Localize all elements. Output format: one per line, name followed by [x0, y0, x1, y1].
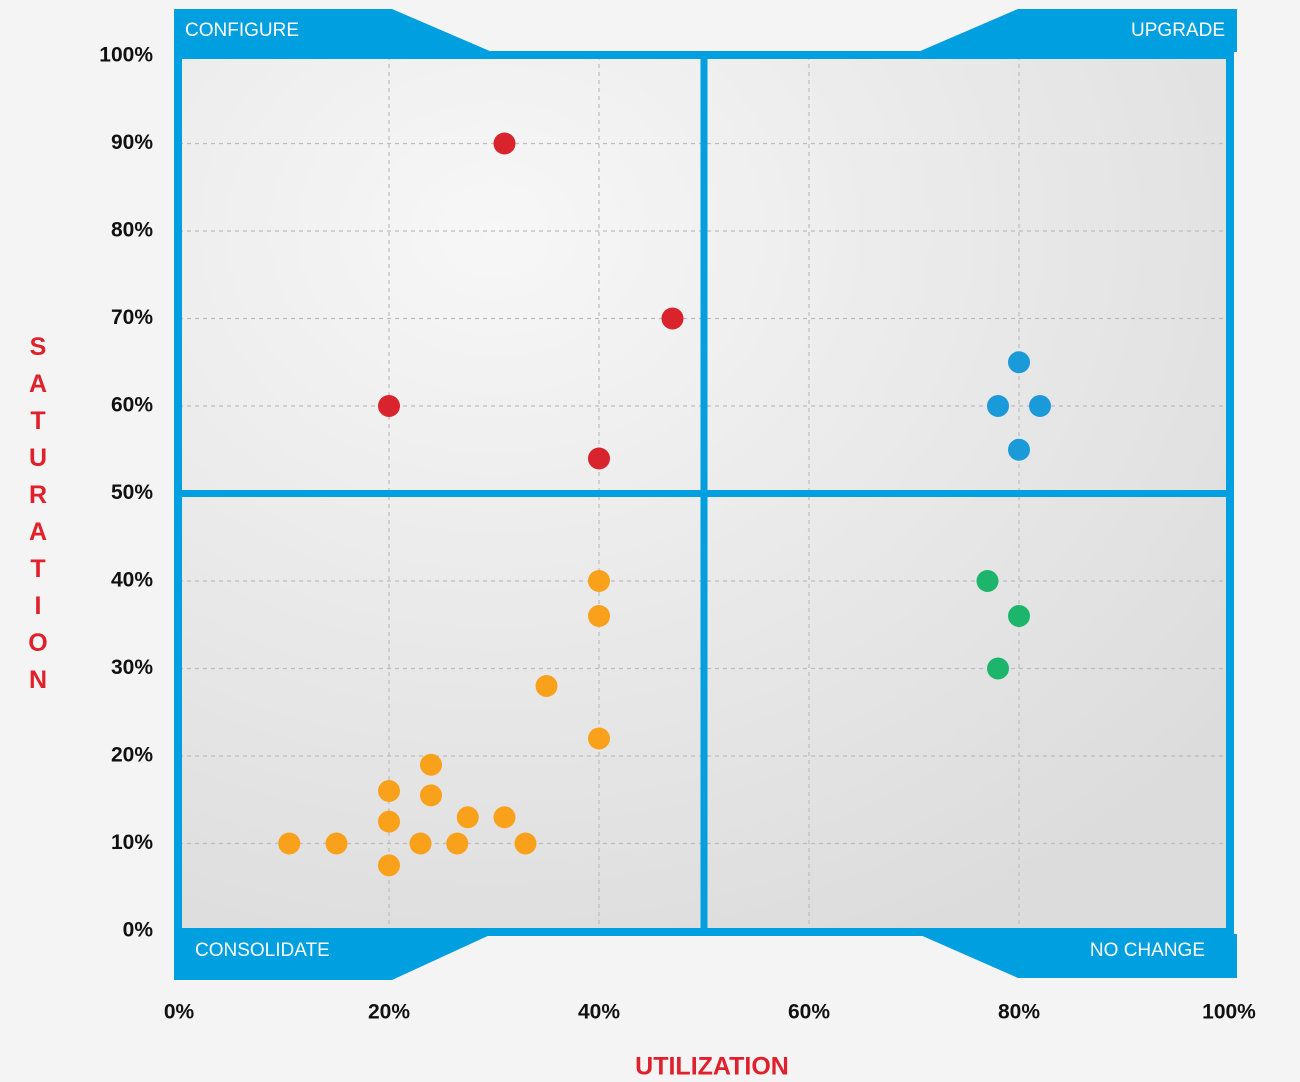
tab — [918, 934, 1237, 978]
point — [378, 854, 400, 877]
x-tick-label: 40% — [578, 1001, 620, 1024]
x-tick-label: 60% — [788, 1001, 830, 1024]
point — [409, 832, 432, 855]
y-tick-label: 70% — [111, 306, 153, 329]
point — [1008, 605, 1030, 627]
point — [987, 395, 1009, 417]
quadrant-label: CONFIGURE — [185, 20, 299, 41]
quadrant-label: NO CHANGE — [1090, 940, 1205, 961]
y-tick-label: 0% — [123, 919, 154, 942]
tab — [918, 9, 1237, 52]
point — [514, 832, 537, 855]
quadrant-label: UPGRADE — [1131, 20, 1225, 41]
x-tick-label: 20% — [368, 1001, 410, 1024]
x-tick-label: 80% — [998, 1001, 1040, 1024]
y-tick-label: 40% — [111, 569, 153, 592]
point — [661, 307, 684, 330]
point — [588, 447, 610, 470]
point — [987, 657, 1009, 680]
y-tick-label: 60% — [111, 394, 153, 417]
point — [456, 806, 479, 829]
point — [588, 605, 610, 627]
x-axis-label: UTILIZATION — [635, 1053, 789, 1081]
y-tick-label: 50% — [111, 481, 153, 504]
y-tick-label: 10% — [111, 831, 153, 854]
tab — [174, 9, 492, 52]
y-tick-label: 20% — [111, 744, 153, 767]
x-tick-label: 100% — [1202, 1001, 1256, 1024]
point — [1008, 351, 1030, 374]
point — [446, 832, 469, 855]
point — [420, 753, 442, 776]
point — [588, 727, 610, 750]
frame — [174, 51, 1234, 936]
quadrant-label: CONSOLIDATE — [195, 940, 330, 961]
point — [420, 784, 442, 807]
point — [1029, 395, 1051, 417]
y-tick-label: 80% — [111, 219, 153, 242]
tab — [174, 934, 492, 980]
point — [976, 570, 999, 592]
point — [588, 570, 610, 592]
point — [378, 810, 400, 833]
point — [325, 832, 348, 855]
y-axis-label: SATURATION — [24, 333, 52, 703]
point — [535, 675, 558, 697]
point — [493, 806, 516, 829]
y-tick-label: 90% — [111, 131, 153, 154]
point — [278, 832, 301, 855]
point — [378, 780, 400, 802]
point — [378, 395, 400, 417]
y-tick-label: 30% — [111, 656, 153, 679]
x-tick-label: 0% — [164, 1001, 195, 1024]
point — [1008, 438, 1030, 461]
point — [493, 132, 516, 155]
y-tick-label: 100% — [99, 44, 153, 67]
